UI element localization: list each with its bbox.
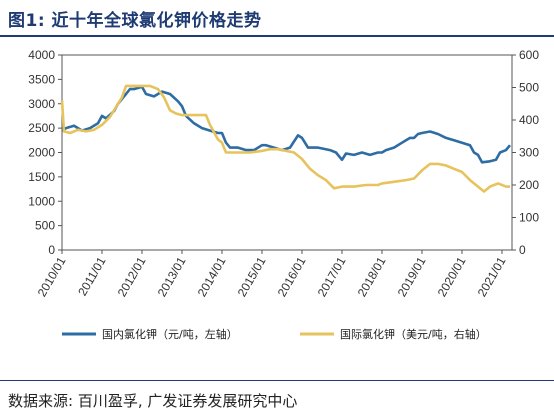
y-left-tick-label: 3000 [28, 97, 55, 111]
x-tick-label: 2014/01 [195, 254, 229, 299]
price-chart: 0 500 1000 1500 2000 2500 3000 3500 4000 0 100 200… [28, 48, 539, 341]
y-left-tick-label: 1000 [28, 194, 55, 208]
y-left-tick-label: 4000 [28, 48, 55, 62]
y-right-tick-label: 400 [519, 113, 539, 127]
legend-label-international: 国际氯化钾（美元/吨，右轴） [340, 327, 487, 341]
x-tick-label: 2021/01 [475, 254, 509, 299]
x-tick-label: 2016/01 [275, 254, 309, 299]
y-axis-right: 0 100 200 300 400 500 600 [512, 48, 539, 257]
y-left-tick-label: 0 [48, 243, 55, 257]
y-left-tick-label: 500 [35, 219, 55, 233]
y-left-tick-label: 1500 [28, 170, 55, 184]
y-left-tick-label: 2500 [28, 121, 55, 135]
legend: 国内氯化钾（元/吨，左轴） 国际氯化钾（美元/吨，右轴） [62, 327, 487, 341]
plot-border [61, 54, 513, 251]
source-note: 数据来源: 百川盈孚, 广发证券发展研究中心 [8, 392, 298, 410]
y-right-tick-label: 100 [519, 211, 539, 225]
y-right-tick-label: 600 [519, 48, 539, 62]
x-axis: 2010/01 2011/01 2012/01 2013/01 2014/01 2015/… [35, 250, 509, 299]
x-tick-label: 2015/01 [235, 254, 269, 299]
series-lines [60, 84, 512, 193]
x-tick-label: 2011/01 [75, 254, 109, 298]
x-tick-label: 2012/01 [115, 254, 149, 299]
x-tick-label: 2018/01 [355, 254, 389, 299]
y-right-tick-label: 500 [519, 81, 539, 95]
plot-frame [61, 54, 513, 251]
figure-title: 图1: 近十年全球氯化钾价格走势 [8, 11, 262, 31]
x-tick-label: 2017/01 [315, 254, 349, 299]
legend-label-domestic: 国内氯化钾（元/吨，左轴） [102, 327, 238, 341]
title-rule [0, 35, 554, 37]
series-line-domestic [61, 85, 512, 164]
y-axis-left: 0 500 1000 1500 2000 2500 3000 3500 4000 [28, 48, 62, 257]
y-left-tick-label: 3500 [28, 72, 55, 86]
x-tick-label: 2013/01 [155, 254, 189, 299]
y-right-tick-label: 300 [519, 146, 539, 160]
y-left-tick-label: 2000 [28, 146, 55, 160]
y-right-tick-label: 200 [519, 178, 539, 192]
series-line-international [60, 84, 510, 193]
bottom-rule [0, 380, 554, 381]
x-tick-label: 2010/01 [35, 254, 69, 299]
x-tick-label: 2019/01 [395, 254, 429, 299]
x-tick-label: 2020/01 [435, 254, 469, 299]
y-right-tick-label: 0 [519, 243, 526, 257]
